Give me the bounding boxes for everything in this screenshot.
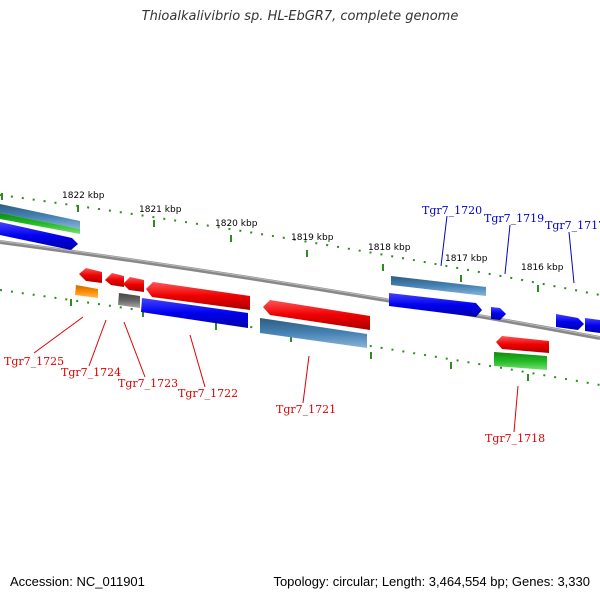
gene-arrow-tgr7-1724[interactable] bbox=[105, 273, 124, 287]
gene-arrow-tgr7-1718[interactable] bbox=[496, 336, 549, 353]
gene-label[interactable]: Tgr7_1721 bbox=[276, 403, 336, 416]
tick-mark bbox=[537, 285, 539, 292]
gene-arrow-steel-2[interactable] bbox=[260, 318, 367, 348]
gene-arrow-gray[interactable] bbox=[118, 293, 140, 308]
gene-feature[interactable] bbox=[0, 222, 78, 250]
gene-arrow-tgr7-1723[interactable] bbox=[123, 277, 144, 292]
kbp-label: 1817 kbp bbox=[445, 254, 488, 264]
gene-arrow-blue-3[interactable] bbox=[141, 298, 248, 328]
gene-arrow-green[interactable] bbox=[0, 213, 80, 234]
kbp-label: 1821 kbp bbox=[139, 205, 182, 215]
gene-arrow-green-2[interactable] bbox=[494, 352, 547, 370]
gene-label[interactable]: Tgr7_1725 bbox=[4, 355, 64, 368]
tick-mark bbox=[382, 264, 384, 271]
kbp-label: 1822 kbp bbox=[62, 191, 105, 201]
gene-arrow-blue-2[interactable] bbox=[585, 318, 600, 333]
gene-label[interactable]: Tgr7_1718 bbox=[485, 432, 545, 445]
gene-arrow-tgr7-1719[interactable] bbox=[491, 307, 506, 320]
tick-mark bbox=[460, 275, 462, 282]
gene-label[interactable]: Tgr7_1719 bbox=[484, 212, 544, 225]
gene-label[interactable]: Tgr7_1722 bbox=[178, 387, 238, 400]
gene-label[interactable]: Tgr7_1724 bbox=[61, 366, 121, 379]
gene-label[interactable]: Tgr7_1717 bbox=[545, 219, 600, 232]
tick-mark bbox=[70, 299, 72, 306]
tick-mark bbox=[1, 193, 3, 200]
kbp-label: 1819 kbp bbox=[291, 233, 334, 243]
gene-label[interactable]: Tgr7_1720 bbox=[422, 204, 482, 217]
accession-text: Accession: NC_011901 bbox=[10, 574, 145, 589]
gene-arrow-tgr7-1722[interactable] bbox=[146, 282, 250, 310]
kbp-label: 1820 kbp bbox=[215, 219, 258, 229]
tick-mark bbox=[370, 352, 372, 359]
gene-feature[interactable] bbox=[0, 213, 80, 234]
gene-arrow-blue[interactable] bbox=[0, 222, 78, 250]
tick-mark bbox=[153, 220, 155, 227]
gene-arrow-tgr7-1721[interactable] bbox=[263, 300, 370, 330]
lower-scale bbox=[0, 289, 600, 386]
leader-lines-blue bbox=[440, 215, 575, 284]
tick-mark bbox=[77, 205, 79, 212]
tick-mark bbox=[306, 250, 308, 257]
gene-arrow-tgr7-1717[interactable] bbox=[556, 314, 584, 330]
tick-mark bbox=[450, 362, 452, 369]
gene-arrow-tgr7-1725[interactable] bbox=[79, 268, 102, 283]
gene-arrow-steel[interactable] bbox=[0, 204, 80, 229]
gene-arrow-orange[interactable] bbox=[75, 285, 98, 298]
kbp-label: 1818 kbp bbox=[368, 243, 411, 253]
kbp-label: 1816 kbp bbox=[521, 263, 564, 273]
leader-lines-red bbox=[33, 316, 519, 433]
upper-scale bbox=[0, 193, 600, 296]
genome-backbone-highlight bbox=[0, 240, 600, 338]
gene-feature[interactable] bbox=[0, 204, 80, 229]
genome-backbone bbox=[0, 240, 600, 340]
gene-arrow-blue-1[interactable] bbox=[389, 293, 482, 317]
genome-summary-text: Topology: circular; Length: 3,464,554 bp… bbox=[273, 574, 590, 589]
tick-mark bbox=[527, 374, 529, 381]
tick-mark bbox=[215, 323, 217, 330]
tick-mark bbox=[230, 235, 232, 242]
tick-mark bbox=[142, 310, 144, 317]
gene-arrow-tgr7-1720[interactable] bbox=[391, 276, 486, 296]
gene-label[interactable]: Tgr7_1723 bbox=[118, 377, 178, 390]
tick-mark bbox=[290, 335, 292, 342]
map-title: Thioalkalivibrio sp. HL-EbGR7, complete … bbox=[141, 9, 459, 24]
